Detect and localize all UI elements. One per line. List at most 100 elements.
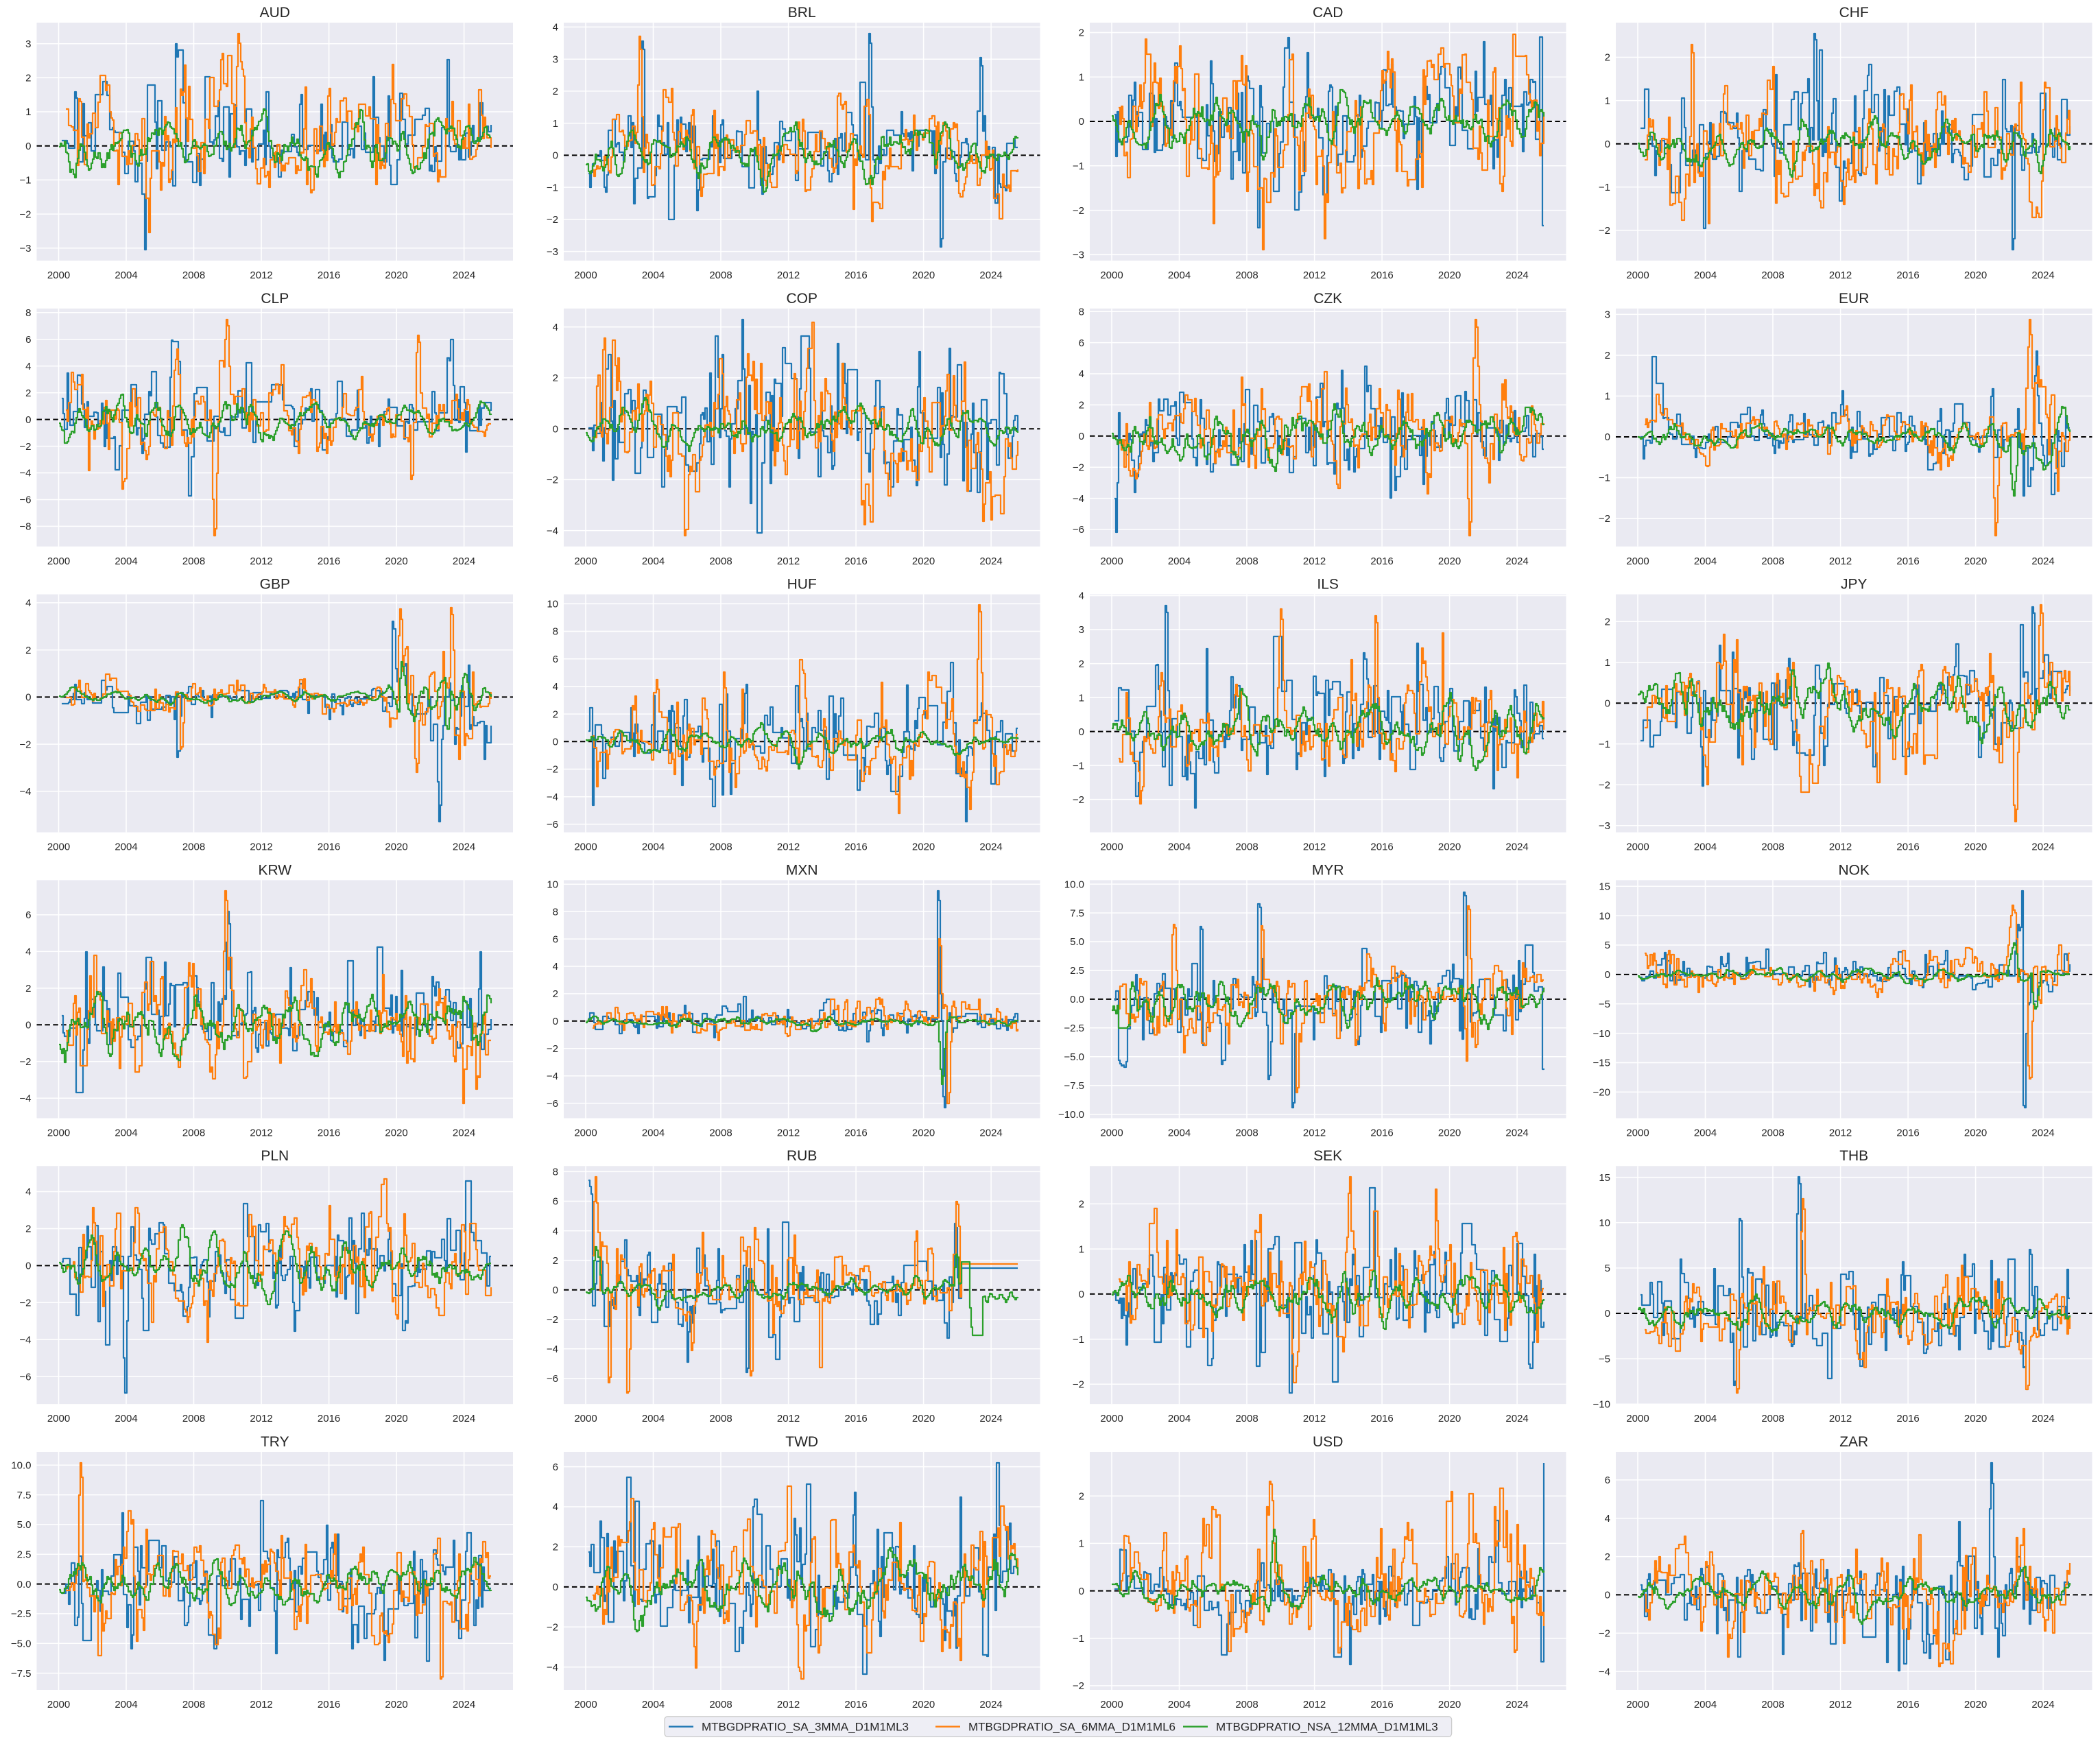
svg-text:2: 2 <box>1605 52 1610 64</box>
svg-text:4: 4 <box>553 322 558 333</box>
svg-text:2016: 2016 <box>318 1413 340 1424</box>
svg-text:2008: 2008 <box>709 842 732 853</box>
svg-text:2020: 2020 <box>1964 842 1987 853</box>
svg-text:2004: 2004 <box>642 1413 665 1424</box>
svg-text:2000: 2000 <box>1626 1699 1649 1710</box>
svg-text:2016: 2016 <box>1896 1699 1919 1710</box>
svg-text:SEK: SEK <box>1313 1148 1342 1164</box>
svg-text:6: 6 <box>1605 1475 1610 1486</box>
svg-text:MXN: MXN <box>786 862 818 878</box>
svg-text:2016: 2016 <box>844 1413 867 1424</box>
svg-text:−2: −2 <box>1073 462 1084 473</box>
svg-text:−4: −4 <box>1599 1666 1610 1678</box>
svg-text:2024: 2024 <box>453 1699 475 1710</box>
svg-text:2020: 2020 <box>385 556 407 567</box>
svg-text:15: 15 <box>1599 881 1610 893</box>
svg-text:4: 4 <box>553 22 558 34</box>
svg-text:−1: −1 <box>1599 739 1610 750</box>
svg-text:2016: 2016 <box>318 1699 340 1710</box>
svg-text:10: 10 <box>547 879 558 890</box>
svg-text:USD: USD <box>1313 1434 1343 1450</box>
svg-text:4: 4 <box>1079 368 1084 380</box>
svg-text:−2: −2 <box>547 214 558 226</box>
svg-text:−2: −2 <box>547 1622 558 1634</box>
svg-text:0: 0 <box>1079 431 1084 442</box>
svg-text:2020: 2020 <box>385 1127 407 1138</box>
svg-text:−20: −20 <box>1593 1087 1610 1099</box>
svg-text:0: 0 <box>553 423 558 435</box>
svg-text:2024: 2024 <box>1505 556 1528 567</box>
svg-text:2016: 2016 <box>1896 270 1919 281</box>
svg-text:3: 3 <box>1079 624 1084 636</box>
svg-text:JPY: JPY <box>1841 577 1868 593</box>
svg-text:0: 0 <box>1079 726 1084 738</box>
svg-text:6: 6 <box>25 909 31 921</box>
svg-text:8: 8 <box>25 307 31 319</box>
svg-text:0: 0 <box>1079 1586 1084 1597</box>
svg-text:−2: −2 <box>19 441 31 453</box>
svg-text:−3: −3 <box>1073 250 1084 261</box>
svg-text:2: 2 <box>1079 1490 1084 1502</box>
svg-text:2000: 2000 <box>574 556 597 567</box>
svg-text:4: 4 <box>553 1226 558 1237</box>
svg-text:−2.5: −2.5 <box>1064 1023 1084 1034</box>
svg-text:MTBGDPRATIO_NSA_12MMA_D1M1ML3: MTBGDPRATIO_NSA_12MMA_D1M1ML3 <box>1216 1721 1438 1734</box>
svg-text:2016: 2016 <box>844 556 867 567</box>
svg-text:2020: 2020 <box>1964 270 1987 281</box>
svg-text:KRW: KRW <box>258 862 291 878</box>
svg-text:2004: 2004 <box>1168 556 1191 567</box>
svg-text:2020: 2020 <box>912 556 935 567</box>
svg-text:10: 10 <box>1599 1217 1610 1229</box>
svg-text:2012: 2012 <box>1829 1127 1852 1138</box>
svg-text:2016: 2016 <box>1370 1413 1393 1424</box>
svg-text:6: 6 <box>25 334 31 346</box>
svg-text:RUB: RUB <box>787 1148 817 1164</box>
svg-text:0: 0 <box>25 414 31 426</box>
svg-text:2008: 2008 <box>182 556 205 567</box>
svg-text:2004: 2004 <box>1694 842 1717 853</box>
svg-text:2024: 2024 <box>1505 842 1528 853</box>
svg-text:2000: 2000 <box>1626 842 1649 853</box>
svg-text:CLP: CLP <box>261 291 289 307</box>
svg-text:2016: 2016 <box>318 842 340 853</box>
svg-text:2008: 2008 <box>182 1699 205 1710</box>
svg-text:2024: 2024 <box>979 1127 1002 1138</box>
svg-text:2004: 2004 <box>642 842 665 853</box>
svg-text:2012: 2012 <box>250 1127 272 1138</box>
svg-text:2020: 2020 <box>1438 1127 1461 1138</box>
svg-text:−5.0: −5.0 <box>11 1638 32 1649</box>
svg-text:2016: 2016 <box>1370 1699 1393 1710</box>
svg-text:2004: 2004 <box>115 1413 137 1424</box>
svg-text:2024: 2024 <box>979 556 1002 567</box>
svg-text:2: 2 <box>1079 400 1084 411</box>
svg-text:2000: 2000 <box>574 270 597 281</box>
svg-text:GBP: GBP <box>260 577 290 593</box>
svg-text:2012: 2012 <box>250 842 272 853</box>
svg-text:0: 0 <box>25 1020 31 1031</box>
svg-text:4: 4 <box>25 1186 31 1198</box>
svg-text:0: 0 <box>1605 697 1610 709</box>
svg-text:2004: 2004 <box>1694 556 1717 567</box>
svg-text:2012: 2012 <box>250 1413 272 1424</box>
svg-text:2: 2 <box>553 1255 558 1267</box>
svg-text:0: 0 <box>25 692 31 704</box>
svg-text:0: 0 <box>1605 969 1610 981</box>
svg-text:5: 5 <box>1605 940 1610 951</box>
svg-text:2004: 2004 <box>115 1699 137 1710</box>
svg-text:0.0: 0.0 <box>17 1579 32 1590</box>
svg-text:8: 8 <box>553 1167 558 1178</box>
svg-text:2020: 2020 <box>1438 842 1461 853</box>
svg-text:2024: 2024 <box>979 270 1002 281</box>
svg-text:−3: −3 <box>547 246 558 258</box>
svg-text:0: 0 <box>1605 431 1610 443</box>
svg-text:2: 2 <box>553 708 558 720</box>
svg-text:8: 8 <box>553 626 558 638</box>
svg-text:2008: 2008 <box>1761 1413 1784 1424</box>
svg-text:2: 2 <box>553 1542 558 1553</box>
svg-text:2024: 2024 <box>979 1699 1002 1710</box>
svg-text:2024: 2024 <box>453 270 475 281</box>
svg-text:6: 6 <box>553 933 558 945</box>
svg-text:2020: 2020 <box>385 1413 407 1424</box>
svg-text:3: 3 <box>1605 309 1610 321</box>
svg-text:−1: −1 <box>547 182 558 193</box>
